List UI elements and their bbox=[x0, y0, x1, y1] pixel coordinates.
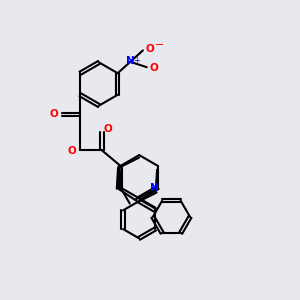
Text: O: O bbox=[103, 124, 112, 134]
Text: O: O bbox=[146, 44, 155, 54]
Text: N: N bbox=[150, 182, 159, 193]
Text: O: O bbox=[149, 63, 158, 74]
Text: −: − bbox=[155, 40, 164, 50]
Text: O: O bbox=[50, 109, 59, 119]
Text: +: + bbox=[134, 56, 140, 65]
Text: O: O bbox=[68, 146, 77, 156]
Text: N: N bbox=[126, 56, 135, 67]
